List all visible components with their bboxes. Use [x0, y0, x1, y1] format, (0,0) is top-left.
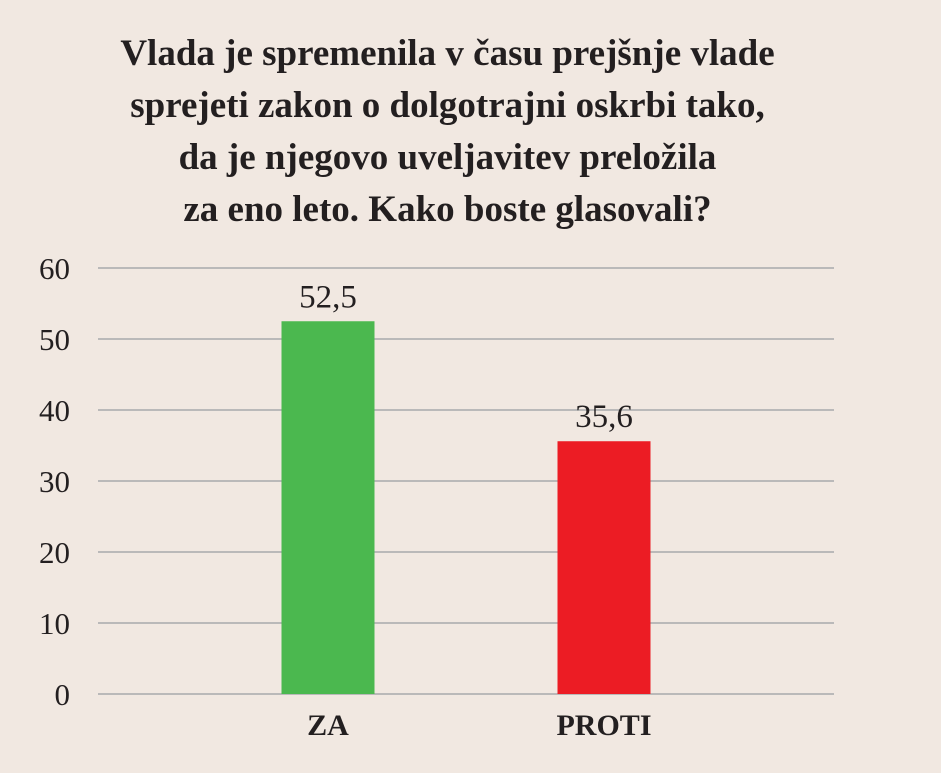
data-label: 35,6 [575, 399, 633, 435]
x-category-label: ZA [307, 709, 349, 742]
chart-title-line: da je njegovo uveljavitev preložila [178, 137, 717, 178]
y-tick-label: 10 [39, 606, 70, 641]
y-tick-label: 0 [55, 677, 71, 712]
bar [281, 321, 375, 694]
y-tick-label: 60 [39, 251, 70, 286]
x-category-label: PROTI [556, 709, 651, 742]
chart-title-line: Vlada je spremenila v času prejšnje vlad… [120, 33, 775, 74]
data-label: 52,5 [299, 279, 357, 315]
chart-title-line: za eno leto. Kako boste glasovali? [183, 189, 712, 230]
y-tick-label: 20 [39, 535, 70, 570]
chart-title-line: sprejeti zakon o dolgotrajni oskrbi tako… [130, 85, 765, 126]
y-tick-label: 40 [39, 393, 70, 428]
y-tick-label: 50 [39, 322, 70, 357]
y-tick-label: 30 [39, 464, 70, 499]
chart-title: Vlada je spremenila v času prejšnje vlad… [0, 28, 895, 236]
bar [557, 441, 651, 694]
